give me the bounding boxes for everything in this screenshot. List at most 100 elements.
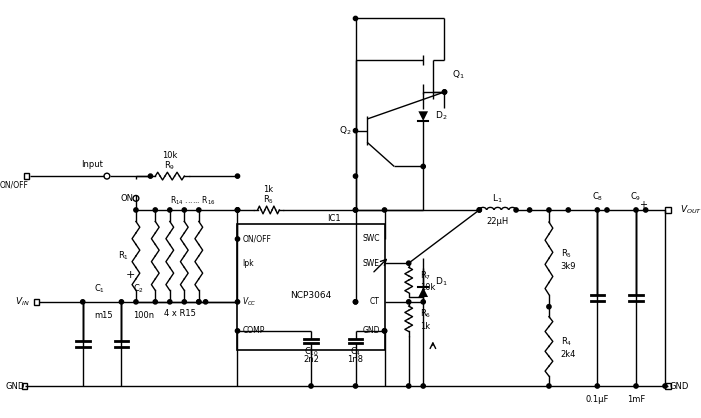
- Circle shape: [353, 16, 358, 20]
- Text: 2k4: 2k4: [561, 349, 576, 359]
- Circle shape: [442, 90, 447, 94]
- Text: L$_1$: L$_1$: [492, 192, 503, 204]
- Circle shape: [134, 208, 138, 212]
- Circle shape: [168, 300, 172, 304]
- Text: R$_1$: R$_1$: [118, 250, 129, 262]
- Text: Q$_1$: Q$_1$: [452, 68, 465, 81]
- Circle shape: [81, 300, 85, 304]
- Circle shape: [547, 305, 551, 309]
- Circle shape: [421, 384, 426, 388]
- Text: D$_1$: D$_1$: [435, 275, 447, 288]
- Circle shape: [236, 300, 240, 304]
- Text: R$_{14}$ ...... R$_{16}$: R$_{14}$ ...... R$_{16}$: [170, 194, 216, 206]
- Text: C$_{10}$: C$_{10}$: [304, 346, 318, 358]
- Text: IC1: IC1: [327, 214, 341, 223]
- Text: C$_1$: C$_1$: [95, 282, 105, 295]
- Circle shape: [119, 300, 123, 304]
- Circle shape: [421, 164, 426, 168]
- Circle shape: [153, 300, 158, 304]
- Text: Q$_2$: Q$_2$: [339, 125, 352, 137]
- Circle shape: [236, 329, 240, 333]
- Circle shape: [421, 300, 426, 304]
- Text: $V_{CC}$: $V_{CC}$: [243, 296, 257, 308]
- Text: CT: CT: [370, 297, 380, 306]
- Text: R$_7$: R$_7$: [421, 269, 431, 281]
- Circle shape: [197, 300, 201, 304]
- Circle shape: [595, 208, 599, 212]
- Text: C$_2$: C$_2$: [133, 282, 144, 295]
- Circle shape: [407, 261, 411, 265]
- Text: COMP: COMP: [243, 326, 265, 335]
- Circle shape: [527, 208, 532, 212]
- Text: C$_8$: C$_8$: [592, 190, 603, 203]
- Circle shape: [168, 208, 172, 212]
- Circle shape: [353, 300, 358, 304]
- Text: NCP3064: NCP3064: [290, 291, 332, 300]
- Text: 10k: 10k: [162, 151, 177, 160]
- Bar: [24, 173, 29, 179]
- Text: 4 x R15: 4 x R15: [163, 309, 196, 318]
- Circle shape: [236, 174, 240, 178]
- Circle shape: [407, 384, 411, 388]
- Text: R$_5$: R$_5$: [263, 193, 274, 206]
- Circle shape: [663, 384, 667, 388]
- Circle shape: [149, 174, 153, 178]
- Circle shape: [182, 208, 186, 212]
- Text: ON/OFF: ON/OFF: [243, 234, 271, 243]
- Text: ON/OFF: ON/OFF: [0, 180, 29, 189]
- Circle shape: [477, 208, 482, 212]
- Circle shape: [595, 384, 599, 388]
- Circle shape: [353, 174, 358, 178]
- Circle shape: [605, 208, 609, 212]
- Circle shape: [236, 237, 240, 241]
- Text: SWC: SWC: [362, 234, 380, 243]
- Text: R$_4$: R$_4$: [561, 335, 572, 348]
- Circle shape: [644, 208, 648, 212]
- Polygon shape: [418, 287, 428, 297]
- Text: $V_{IN}$: $V_{IN}$: [15, 296, 30, 308]
- Text: C$_4$: C$_4$: [350, 346, 361, 358]
- Circle shape: [153, 208, 158, 212]
- Text: $V_{OUT}$: $V_{OUT}$: [679, 204, 701, 216]
- Text: D$_2$: D$_2$: [435, 110, 447, 122]
- Text: +: +: [125, 270, 135, 280]
- Bar: [22, 383, 27, 389]
- Text: 2n2: 2n2: [303, 355, 319, 364]
- Bar: [665, 383, 671, 389]
- Circle shape: [197, 208, 201, 212]
- Text: 1k: 1k: [264, 185, 273, 194]
- Text: 22μH: 22μH: [486, 217, 509, 226]
- Text: Input: Input: [81, 160, 103, 169]
- Circle shape: [407, 300, 411, 304]
- Circle shape: [547, 208, 551, 212]
- Circle shape: [514, 208, 518, 212]
- Bar: [34, 299, 39, 305]
- Bar: [665, 207, 671, 213]
- Circle shape: [134, 300, 138, 304]
- Circle shape: [197, 300, 201, 304]
- Circle shape: [382, 329, 387, 333]
- Circle shape: [634, 208, 638, 212]
- Text: R$_5$: R$_5$: [561, 247, 571, 260]
- Bar: [238, 224, 385, 350]
- Circle shape: [566, 208, 571, 212]
- Circle shape: [382, 329, 387, 333]
- Circle shape: [203, 300, 207, 304]
- Circle shape: [547, 384, 551, 388]
- Polygon shape: [418, 111, 428, 121]
- Circle shape: [634, 384, 638, 388]
- Circle shape: [382, 208, 387, 212]
- Circle shape: [353, 208, 358, 212]
- Circle shape: [236, 208, 240, 212]
- Text: C$_9$: C$_9$: [630, 190, 641, 203]
- Text: 1k: 1k: [421, 322, 430, 331]
- Circle shape: [353, 208, 358, 212]
- Text: 0.1μF: 0.1μF: [585, 395, 609, 404]
- Text: R$_6$: R$_6$: [421, 308, 432, 320]
- Text: 10k: 10k: [421, 283, 436, 292]
- Circle shape: [442, 90, 447, 94]
- Text: R$_9$: R$_9$: [164, 159, 175, 172]
- Circle shape: [353, 300, 358, 304]
- Text: Ipk: Ipk: [243, 259, 254, 268]
- Circle shape: [309, 384, 313, 388]
